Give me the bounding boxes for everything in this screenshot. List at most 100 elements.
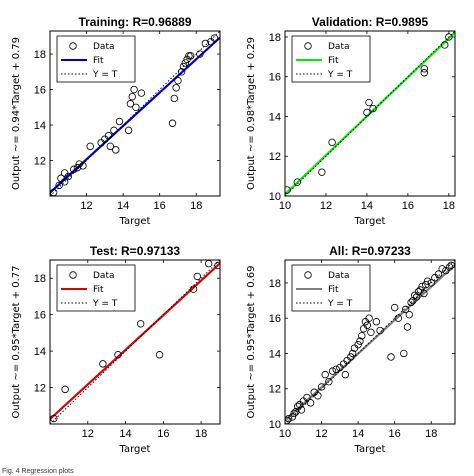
y-tick-label: 16 [34,85,46,97]
data-point [365,314,373,322]
x-tick-label: 18 [195,428,207,440]
legend-identity-label: Y = T [327,70,353,80]
x-axis-label: Target [119,216,151,227]
legend-fit-label: Fit [93,56,104,66]
data-point [325,377,333,386]
y-tick-label: 18 [269,32,281,44]
data-point [387,353,395,361]
y-tick-label: 14 [34,346,46,358]
data-point [420,65,428,73]
legend-box [291,264,371,312]
data-point [341,370,350,379]
fit-line [50,262,220,420]
axes-box [284,30,456,197]
data-point [318,168,326,176]
data-point [401,305,410,314]
panel-4: All: R=0.97233 10 12 14 16 18 10 12 14 16 18 Target… [246,244,456,455]
y-tick-label: 10 [269,419,281,431]
legend-identity-label: Y = T [327,299,353,309]
data-point [73,163,82,172]
legend-data-marker [304,42,312,50]
data-point [132,103,140,111]
data-point [170,94,179,103]
y-tick-label: 12 [34,156,46,168]
x-tick-label: 18 [443,200,455,212]
legend-data-label: Data [328,271,350,281]
identity-line [50,31,220,196]
data-point [201,39,210,48]
data-point [61,385,69,394]
data-point [400,349,408,358]
data-point [423,277,432,285]
data-point [376,326,384,335]
data-point [412,293,421,301]
data-point [181,59,189,67]
axes-box [49,30,221,197]
data-point [187,52,195,60]
data-point [394,314,403,322]
x-tick-label: 14 [352,428,364,440]
data-point [354,340,362,349]
data-point [372,318,381,326]
data-point [365,98,373,107]
data-point [347,353,355,361]
data-point [155,351,164,359]
x-tick-label: 16 [154,200,166,212]
data-point [86,142,94,151]
axes-box [49,259,221,425]
data-point [114,351,122,359]
legend-identity-label: Y = T [92,299,118,309]
data-point [174,76,182,85]
data-point [210,34,219,42]
data-point [297,406,306,414]
y-tick-label: 16 [269,313,281,325]
panel-3: Test: R=0.97133 12 14 16 18 12 14 16 18 Target Out… [11,244,221,455]
data-point [130,85,138,94]
data-point [172,84,180,92]
data-point [64,172,72,181]
data-point [348,349,357,358]
data-point [292,407,300,416]
x-tick-label: 14 [117,200,129,212]
data-point [124,126,133,135]
fit-line [285,264,455,422]
identity-line [285,31,455,196]
data-point [358,332,366,340]
data-point [317,383,326,391]
data-point [185,52,193,60]
x-axis-label: Target [354,444,386,455]
data-point [407,298,415,307]
legend-data-marker [69,271,77,279]
x-tick-label: 18 [425,428,437,440]
data-point [321,370,329,379]
data-point [363,108,371,117]
y-tick-label: 14 [34,120,46,132]
data-point [328,138,336,147]
data-point [405,310,414,319]
chart-title: All: R=0.97233 [329,244,411,258]
data-point [445,263,454,271]
data-point [303,393,311,402]
x-tick-label: 16 [389,428,401,440]
data-point [75,160,83,168]
legend-data-label: Data [93,271,115,281]
y-tick-label: 12 [269,384,281,396]
data-point [104,131,113,140]
x-tick-label: 14 [119,428,131,440]
y-tick-label: 14 [269,348,281,360]
y-axis-label: Output ~= 0.94*Target + 0.79 [11,37,22,190]
legend-data-marker [304,271,312,279]
data-point [137,89,146,97]
data-point [112,146,120,154]
legend-fit-label: Fit [328,56,339,66]
x-tick-label: 12 [80,200,92,212]
data-layer [285,260,455,424]
data-point [136,320,145,328]
data-point [99,360,107,368]
x-tick-label: 16 [157,428,169,440]
data-point [306,399,315,407]
fit-line [50,36,220,194]
legend-data-label: Data [93,42,115,52]
data-point [60,178,69,186]
y-axis-label: Output ~= 0.95*Target + 0.69 [246,265,257,418]
